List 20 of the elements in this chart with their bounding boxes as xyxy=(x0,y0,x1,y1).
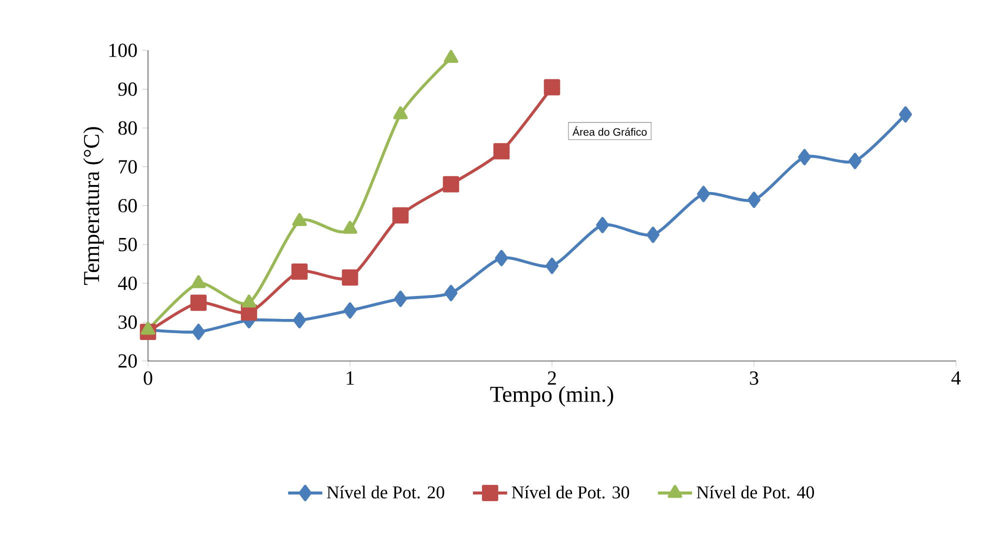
x-axis-title: Tempo (min.) xyxy=(490,386,614,407)
y-tick-label: 40 xyxy=(118,276,137,290)
y-tick-label: 30 xyxy=(118,315,137,329)
y-tick-label: 20 xyxy=(118,354,137,368)
y-tick-label: 100 xyxy=(109,44,137,58)
annotation: Área do Gráfico xyxy=(572,126,647,136)
y-tick-label: 70 xyxy=(118,160,137,174)
y-tick-label: 80 xyxy=(118,121,137,135)
x-tick-label: 3 xyxy=(750,371,758,385)
legend-label: Nível de Pot. 30 xyxy=(512,486,630,499)
y-tick-label: 90 xyxy=(118,82,137,96)
x-tick-label: 1 xyxy=(346,371,354,385)
y-axis-title: Temperatura (°C) xyxy=(83,127,104,285)
legend-label: Nível de Pot. 40 xyxy=(696,486,814,499)
legend-label: Nível de Pot. 20 xyxy=(326,486,444,499)
x-tick-label: 4 xyxy=(951,371,961,385)
y-tick-label: 60 xyxy=(118,198,137,212)
y-tick-label: 50 xyxy=(118,238,137,252)
x-tick-label: 2 xyxy=(548,371,556,385)
x-tick-label: 0 xyxy=(144,371,152,385)
